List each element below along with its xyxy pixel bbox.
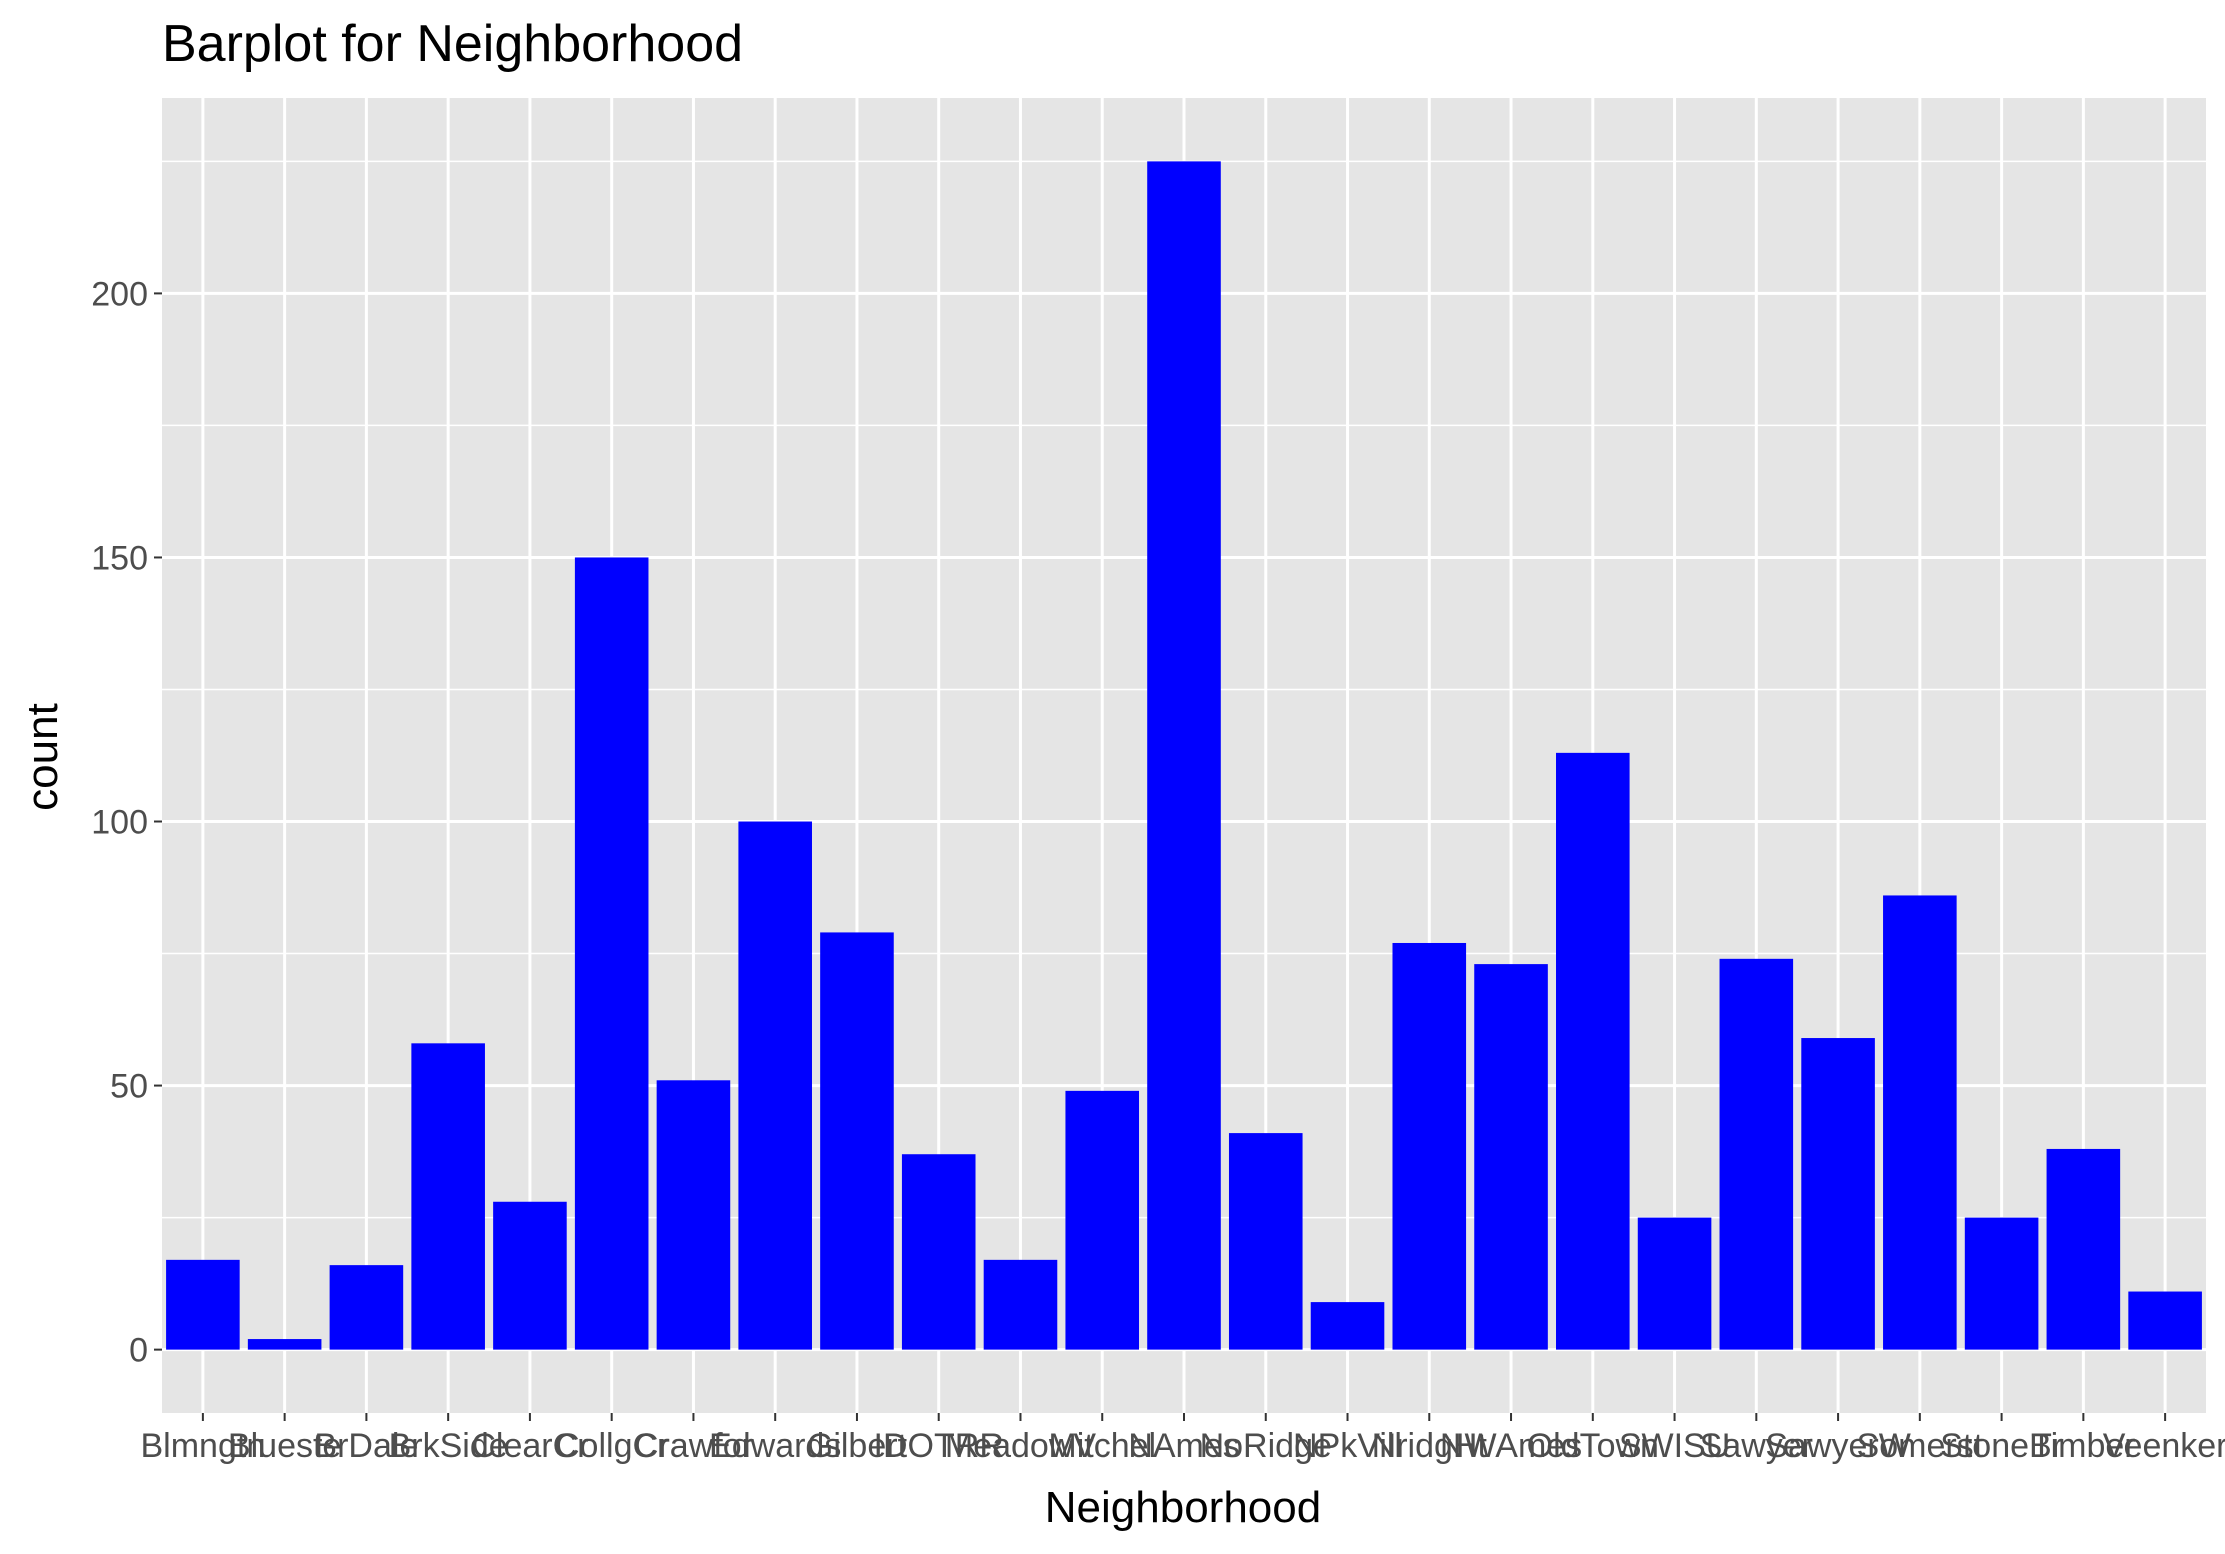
bar-NPkVill — [1310, 1302, 1385, 1350]
x-tick-label: Gilbert — [807, 1427, 908, 1465]
bars — [166, 161, 2202, 1350]
x-tick-label: SWISU — [1619, 1427, 1730, 1465]
bar-BrDale — [329, 1265, 404, 1350]
x-tick-label: Crawfor — [634, 1427, 753, 1465]
x-tick-label: ClearCr — [471, 1427, 588, 1465]
bar-SawyerW — [1801, 1038, 1875, 1350]
x-tick-label: Edwards — [709, 1427, 841, 1465]
x-tick-label: BrkSide — [389, 1427, 508, 1465]
chart-title: Barplot for Neighborhood — [162, 15, 743, 73]
x-tick-label: CollgCr — [555, 1427, 668, 1465]
y-tick-label: 100 — [91, 804, 148, 842]
x-tick-label: BrDale — [314, 1427, 418, 1465]
y-tick-label: 150 — [91, 539, 148, 577]
x-tick-label: StoneBr — [1940, 1427, 2063, 1465]
bar-IDOTRR — [901, 1154, 976, 1350]
bar-NoRidge — [1228, 1133, 1303, 1350]
bar-Gilbert — [820, 932, 894, 1350]
bar-Edwards — [738, 821, 812, 1350]
y-tick-label: 200 — [91, 275, 148, 313]
bar-Blmngtn — [166, 1259, 240, 1350]
x-tick-label: NPkVill — [1293, 1427, 1402, 1465]
x-tick-label: Timber — [2031, 1427, 2136, 1465]
bar-SWISU — [1637, 1217, 1712, 1350]
x-tick-label: Mitchel — [1048, 1427, 1156, 1465]
x-tick-label: Blueste — [228, 1427, 341, 1465]
bar-Mitchel — [1065, 1090, 1140, 1350]
x-tick-label: Blmngtn — [141, 1427, 266, 1465]
bar-Veenker — [2128, 1291, 2202, 1350]
bar-NridgHt — [1392, 942, 1467, 1350]
x-axis: BlmngtnBluesteBrDaleBrkSideClearCrCollgC… — [141, 1413, 2225, 1465]
x-tick-label: NAmes — [1128, 1427, 1239, 1465]
x-axis-title: Neighborhood — [1045, 1483, 1321, 1532]
bar-OldTown — [1556, 752, 1630, 1350]
bar-CollgCr — [574, 557, 649, 1350]
x-tick-label: Sawyer — [1700, 1427, 1813, 1465]
x-tick-label: Somerst — [1857, 1427, 1984, 1465]
bar-ClearCr — [493, 1201, 567, 1350]
x-tick-label: SawyerW — [1765, 1427, 1910, 1465]
y-tick-label: 50 — [110, 1068, 148, 1106]
x-tick-label: IDOTRR — [874, 1427, 1004, 1465]
y-tick-label: 0 — [129, 1332, 148, 1370]
bar-Sawyer — [1719, 958, 1794, 1350]
bar-MeadowV — [983, 1259, 1058, 1350]
bar-NAmes — [1147, 161, 1221, 1350]
y-axis: 0 50 100 150 200 — [91, 275, 162, 1370]
x-tick-label: NoRidge — [1200, 1427, 1332, 1465]
bar-Blueste — [247, 1339, 322, 1350]
y-axis-title: count — [18, 703, 67, 811]
bar-Timber — [2046, 1148, 2121, 1350]
x-tick-label: OldTown — [1527, 1427, 1659, 1465]
bar-NWAmes — [1474, 964, 1548, 1350]
bar-StoneBr — [1964, 1217, 2039, 1350]
x-tick-label: Veenker — [2103, 1427, 2225, 1465]
bar-BrkSide — [411, 1043, 485, 1350]
x-tick-label: MeadowV — [945, 1427, 1097, 1465]
x-tick-label: NridgHt — [1372, 1427, 1488, 1465]
bar-Crawfor — [656, 1080, 731, 1350]
x-tick-label: NWAmes — [1440, 1427, 1582, 1465]
bar-Somerst — [1883, 895, 1957, 1350]
